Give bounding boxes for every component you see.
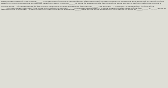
Text: Dose Measurement: The CTDIw_____ is measured utilizing a conventional step-and-s: Dose Measurement: The CTDIw_____ is meas… xyxy=(1,0,166,11)
